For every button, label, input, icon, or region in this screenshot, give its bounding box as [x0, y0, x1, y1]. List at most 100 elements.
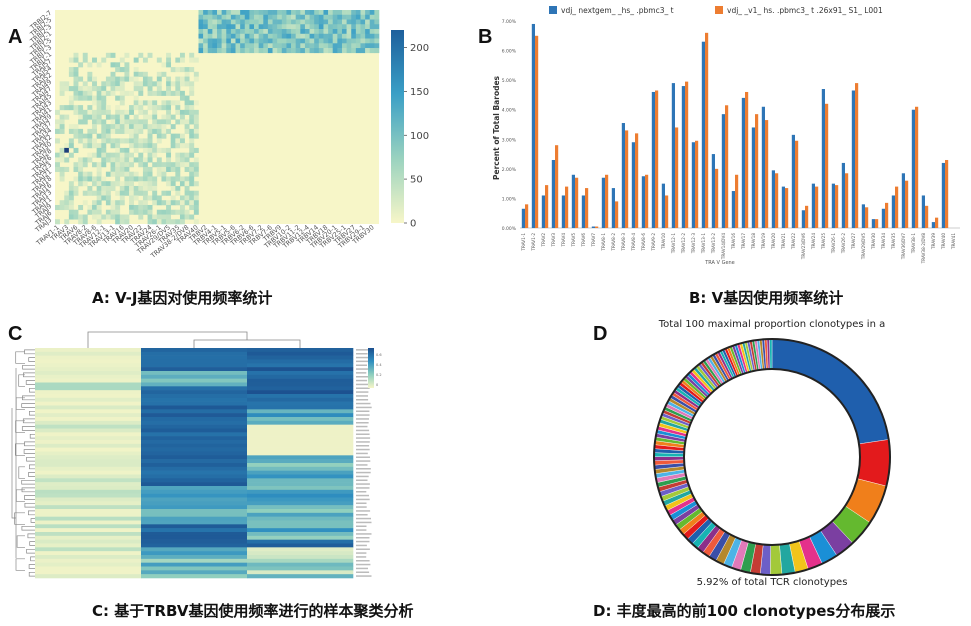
heatmap-cell — [286, 29, 292, 35]
heatmap-cell — [124, 181, 130, 187]
heatmap-cell — [323, 33, 329, 39]
heatmap-cell — [82, 176, 88, 182]
heatmap-cell — [68, 200, 74, 206]
heatmap-cell — [124, 124, 130, 130]
heatmap-cell — [55, 152, 60, 158]
heatmap-cell — [156, 219, 162, 225]
x-tick-label: TRAV16 — [731, 233, 736, 250]
heatmap-cell — [189, 147, 195, 153]
legend-label: vdj_ nextgem_ _hs_ .pbmc3_ t — [561, 6, 674, 15]
heatmap-cell — [92, 95, 97, 101]
heatmap-cell — [332, 24, 338, 30]
bar — [941, 162, 945, 228]
bar — [601, 177, 605, 228]
heatmap-cell — [82, 109, 88, 115]
heatmap-cell — [35, 570, 142, 575]
heatmap-cell — [161, 100, 167, 106]
heatmap-cell — [142, 195, 148, 201]
heatmap-cell — [341, 29, 347, 35]
heatmap-cell — [247, 428, 354, 433]
heatmap-cell — [184, 185, 190, 192]
heatmap-cell — [141, 505, 248, 510]
heatmap-cell — [323, 29, 329, 35]
heatmap-cell — [152, 181, 158, 187]
heatmap-cell — [207, 19, 213, 25]
heatmap-cell — [105, 171, 111, 177]
heatmap-cell — [147, 138, 153, 144]
heatmap-cell — [247, 555, 354, 560]
heatmap-cell — [244, 24, 250, 30]
heatmap-cell — [184, 119, 190, 125]
heatmap-cell — [101, 195, 107, 201]
heatmap-cell — [318, 19, 324, 25]
heatmap-cell — [92, 86, 97, 92]
heatmap-cell — [295, 14, 301, 20]
heatmap-cell — [110, 209, 116, 215]
heatmap-cell — [291, 38, 296, 44]
heatmap-cell — [244, 48, 250, 54]
heatmap-cell — [184, 209, 190, 215]
heatmap-cell — [35, 348, 142, 353]
heatmap-cell — [59, 114, 65, 120]
heatmap-cell — [355, 24, 361, 30]
bar — [695, 140, 699, 228]
heatmap-cell — [166, 109, 172, 115]
heatmap-cell — [184, 143, 190, 149]
heatmap-cell — [179, 81, 185, 87]
heatmap-cell — [64, 105, 70, 111]
heatmap-cell — [141, 558, 248, 563]
heatmap-cell — [92, 114, 97, 120]
row-label — [356, 410, 370, 412]
heatmap-cell — [161, 219, 167, 225]
heatmap-cell — [138, 138, 144, 144]
panel-d-letter: D — [593, 323, 608, 345]
heatmap-cell — [175, 219, 181, 225]
heatmap-cell — [374, 29, 380, 35]
heatmap-cell — [152, 152, 158, 158]
row-label — [356, 376, 372, 378]
bar — [841, 162, 845, 228]
colorbar — [368, 348, 374, 388]
heatmap-cell — [115, 119, 121, 125]
heatmap-cell — [247, 378, 354, 383]
heatmap-cell — [156, 57, 162, 63]
heatmap-cell — [281, 24, 287, 30]
heatmap-cell — [166, 200, 172, 206]
heatmap-cell — [230, 38, 236, 44]
heatmap-cell — [247, 501, 354, 506]
heatmap-cell — [161, 200, 167, 206]
row-label — [356, 379, 368, 382]
bar — [545, 185, 549, 228]
heatmap-cell — [207, 14, 213, 20]
row-label — [356, 437, 371, 439]
heatmap-cell — [309, 38, 315, 44]
heatmap-cell — [138, 152, 144, 158]
heatmap-cell — [346, 10, 352, 16]
heatmap-cell — [203, 14, 209, 20]
heatmap-cell — [170, 81, 176, 87]
heatmap-cell — [328, 14, 334, 20]
heatmap-cell — [247, 558, 354, 563]
heatmap-cell — [277, 10, 283, 16]
heatmap-cell — [142, 57, 148, 63]
heatmap-cell — [82, 181, 88, 187]
heatmap-cell — [217, 33, 222, 39]
heatmap-cell — [142, 209, 148, 215]
heatmap-cell — [141, 566, 248, 571]
heatmap-cell — [193, 133, 199, 139]
heatmap-cell — [147, 219, 153, 225]
heatmap-cell — [179, 138, 185, 144]
row-label — [356, 487, 370, 489]
heatmap-cell — [217, 43, 222, 49]
heatmap-cell — [244, 29, 250, 35]
heatmap-cell — [156, 162, 162, 168]
heatmap-cell — [198, 43, 204, 49]
heatmap-cell — [64, 157, 70, 163]
heatmap-cell — [129, 105, 134, 111]
heatmap-cell — [184, 176, 190, 182]
heatmap-cell — [198, 10, 204, 16]
heatmap-cell — [217, 38, 222, 44]
heatmap-cell — [142, 204, 148, 211]
heatmap-cell — [96, 147, 102, 153]
bar — [675, 127, 679, 228]
